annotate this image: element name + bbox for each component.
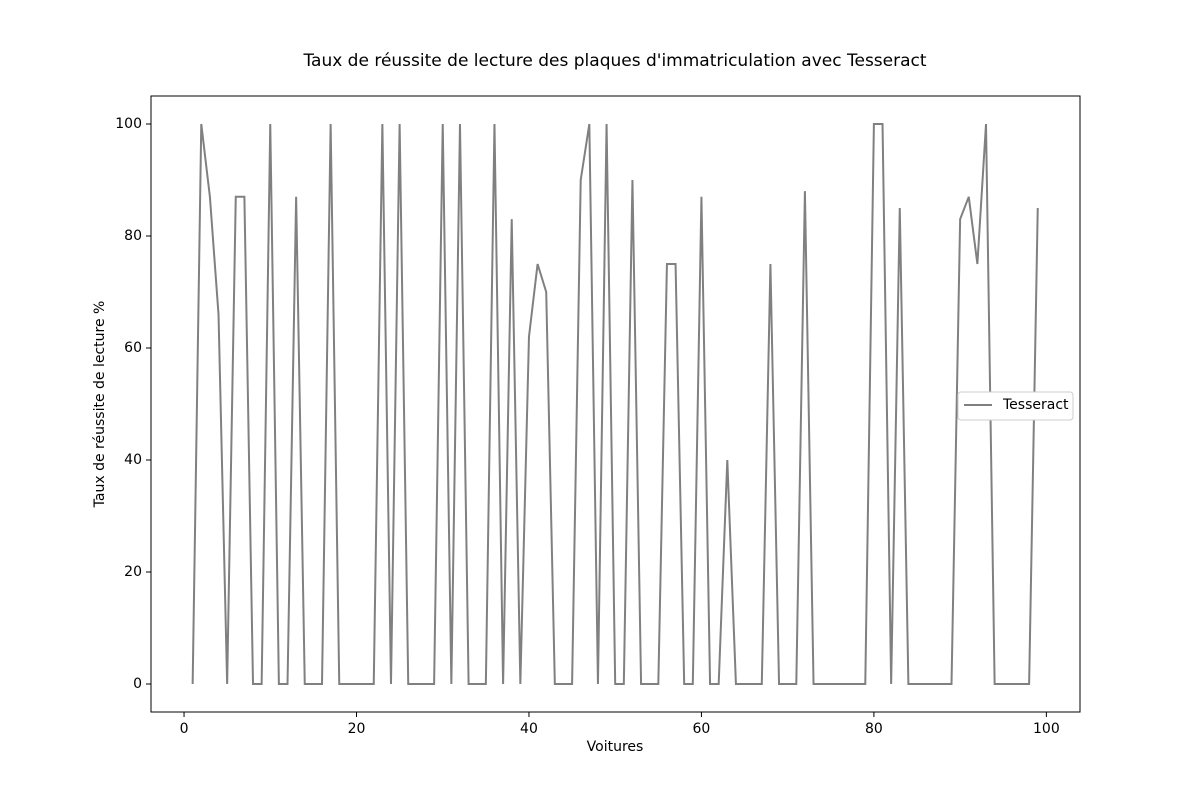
- line-series: [191, 123, 1039, 685]
- y-tick-label: 60: [124, 340, 142, 356]
- y-axis-label: Taux de réussite de lecture %: [92, 301, 108, 509]
- x-tick-label: 60: [693, 721, 711, 737]
- y-tick-label: 40: [124, 452, 142, 468]
- x-tick-label: 100: [1033, 721, 1060, 737]
- legend-label: Tesseract: [1002, 397, 1069, 413]
- legend-box: [957, 391, 1074, 421]
- y-tick-label: 0: [133, 676, 142, 692]
- chart-title: Taux de réussite de lecture des plaques …: [302, 51, 926, 71]
- x-axis-label: Voitures: [587, 739, 644, 755]
- y-tick-label: 80: [124, 228, 142, 244]
- y-tick-label: 100: [115, 116, 142, 132]
- x-tick-label: 0: [180, 721, 189, 737]
- x-tick-label: 40: [520, 721, 538, 737]
- plot-frame: [150, 95, 1081, 713]
- x-tick-label: 80: [865, 721, 883, 737]
- y-tick-label: 20: [124, 564, 142, 580]
- x-tick-label: 20: [348, 721, 366, 737]
